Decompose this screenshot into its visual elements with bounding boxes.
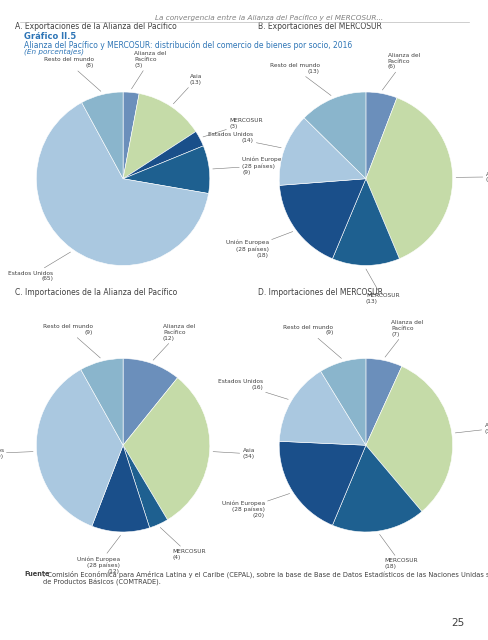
Text: A. Exportaciones de la Alianza del Pacífico: A. Exportaciones de la Alianza del Pacíf… xyxy=(15,22,176,31)
Text: Gráfico II.5: Gráfico II.5 xyxy=(24,32,77,41)
Wedge shape xyxy=(279,442,365,525)
Text: Resto del mundo
(8): Resto del mundo (8) xyxy=(43,58,101,92)
Text: Estados Unidos
(16): Estados Unidos (16) xyxy=(217,379,288,399)
Text: Fuente: Fuente xyxy=(24,571,50,577)
Wedge shape xyxy=(332,179,399,266)
Wedge shape xyxy=(81,92,123,179)
Text: Estados Unidos
(65): Estados Unidos (65) xyxy=(8,252,70,282)
Text: MERCOSUR
(13): MERCOSUR (13) xyxy=(365,269,399,304)
Text: MERCOSUR
(3): MERCOSUR (3) xyxy=(203,118,262,137)
Wedge shape xyxy=(123,132,203,179)
Text: Unión Europea
(28 países)
(12): Unión Europea (28 países) (12) xyxy=(77,536,120,573)
Wedge shape xyxy=(304,92,365,179)
Text: Alianza del
Pacífico
(7): Alianza del Pacífico (7) xyxy=(384,320,423,357)
Text: Alianza del
Pacífico
(6): Alianza del Pacífico (6) xyxy=(382,52,419,90)
Text: (En porcentajes): (En porcentajes) xyxy=(24,49,84,55)
Text: C. Importaciones de la Alianza del Pacífico: C. Importaciones de la Alianza del Pacíf… xyxy=(15,288,177,297)
Text: Asia
(39): Asia (39) xyxy=(455,172,488,182)
Text: Alianza del Pacífico y MERCOSUR: distribución del comercio de bienes por socio, : Alianza del Pacífico y MERCOSUR: distrib… xyxy=(24,40,352,50)
Text: Estados Unidos
(40): Estados Unidos (40) xyxy=(0,448,33,459)
Text: : Comisión Económica para América Latina y el Caribe (CEPAL), sobre la base de B: : Comisión Económica para América Latina… xyxy=(43,571,488,586)
Text: La convergencia entre la Alianza del Pacífico y el MERCOSUR...: La convergencia entre la Alianza del Pac… xyxy=(155,15,382,21)
Wedge shape xyxy=(320,358,365,445)
Text: MERCOSUR
(4): MERCOSUR (4) xyxy=(160,527,205,560)
Wedge shape xyxy=(279,118,365,186)
Text: Unión Europea
(28 países)
(20): Unión Europea (28 países) (20) xyxy=(221,493,289,518)
Wedge shape xyxy=(365,98,452,259)
Text: D. Importaciones del MERCOSUR: D. Importaciones del MERCOSUR xyxy=(257,288,382,297)
Text: Asia
(33): Asia (33) xyxy=(454,424,488,435)
Wedge shape xyxy=(123,378,209,520)
Wedge shape xyxy=(332,445,421,532)
Wedge shape xyxy=(123,445,167,528)
Text: 25: 25 xyxy=(450,618,464,628)
Wedge shape xyxy=(279,371,365,445)
Text: Unión Europea
(28 países)
(9): Unión Europea (28 países) (9) xyxy=(212,157,285,175)
Wedge shape xyxy=(365,358,401,445)
Wedge shape xyxy=(92,445,149,532)
Text: Asia
(13): Asia (13) xyxy=(173,74,202,104)
Text: Asia
(34): Asia (34) xyxy=(213,448,254,459)
Text: Alianza del
Pacífico
(12): Alianza del Pacífico (12) xyxy=(153,324,195,360)
Wedge shape xyxy=(123,93,195,179)
Wedge shape xyxy=(36,369,123,526)
Text: Resto del mundo
(13): Resto del mundo (13) xyxy=(269,63,330,95)
Wedge shape xyxy=(123,146,209,193)
Wedge shape xyxy=(123,92,139,179)
Wedge shape xyxy=(81,358,123,445)
Wedge shape xyxy=(365,92,396,179)
Text: Resto del mundo
(9): Resto del mundo (9) xyxy=(43,324,100,358)
Text: Estados Unidos
(14): Estados Unidos (14) xyxy=(208,132,281,148)
Text: Alianza del
Pacífico
(3): Alianza del Pacífico (3) xyxy=(131,51,166,89)
Wedge shape xyxy=(123,358,177,445)
Text: B. Exportaciones del MERCOSUR: B. Exportaciones del MERCOSUR xyxy=(257,22,381,31)
Wedge shape xyxy=(279,179,365,259)
Wedge shape xyxy=(365,366,452,511)
Text: MERCOSUR
(18): MERCOSUR (18) xyxy=(379,534,417,569)
Wedge shape xyxy=(36,102,208,266)
Text: Unión Europea
(28 países)
(18): Unión Europea (28 países) (18) xyxy=(225,232,292,258)
Text: Resto del mundo
(9): Resto del mundo (9) xyxy=(283,324,341,358)
